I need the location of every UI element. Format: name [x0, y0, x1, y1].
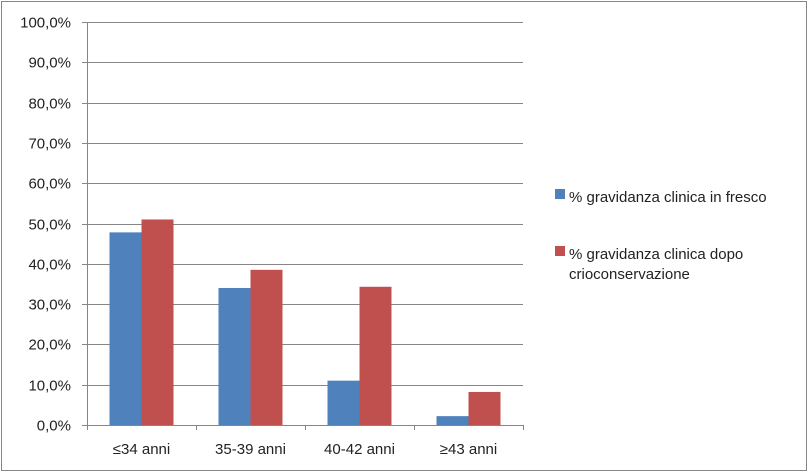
y-axis-ticks: 0,0% 10,0% 20,0% 30,0% 40,0% 50,0% 60,0% 70,0% 8…	[20, 15, 71, 435]
x-axis-ticks: ≤34 anni 35-39 anni 40-42 anni ≥43 anni	[87, 425, 524, 458]
bars	[109, 219, 501, 425]
legend-label-line: % gravidanza clinica in fresco	[569, 189, 767, 206]
legend-swatch	[555, 189, 565, 199]
legend-label: % gravidanza clinica dopo crioconservazio…	[569, 246, 743, 283]
x-tick-label: ≥43 anni	[440, 441, 497, 458]
legend-label: % gravidanza clinica in fresco	[569, 189, 767, 206]
y-tick-label: 80,0%	[28, 96, 71, 113]
bar-fresco	[109, 232, 142, 425]
y-tick-label: 70,0%	[28, 136, 71, 153]
x-tick-label: ≤34 anni	[113, 441, 170, 458]
bar-crioconservazione	[250, 269, 283, 425]
y-tick-label: 30,0%	[28, 297, 71, 314]
bar-fresco	[327, 380, 360, 425]
bar-crioconservazione	[141, 219, 174, 425]
x-tick-label: 35-39 anni	[215, 441, 286, 458]
bar-crioconservazione	[468, 391, 501, 425]
legend-label-line: crioconservazione	[569, 266, 690, 283]
legend-label-line: % gravidanza clinica dopo	[569, 246, 743, 263]
y-tick-label: 90,0%	[28, 55, 71, 72]
legend-swatch	[555, 246, 565, 256]
bar-fresco	[218, 287, 251, 425]
legend: % gravidanza clinica in fresco % gravidan…	[555, 189, 767, 283]
x-tick-label: 40-42 anni	[324, 441, 395, 458]
y-tick-label: 50,0%	[28, 217, 71, 234]
bar-crioconservazione	[359, 286, 392, 425]
y-tick-label: 10,0%	[28, 378, 71, 395]
y-tick-label: 0,0%	[37, 418, 71, 435]
y-tick-label: 100,0%	[20, 15, 71, 32]
y-tick-label: 40,0%	[28, 257, 71, 274]
y-tick-label: 20,0%	[28, 337, 71, 354]
bar-fresco	[436, 416, 469, 425]
y-tick-label: 60,0%	[28, 176, 71, 193]
